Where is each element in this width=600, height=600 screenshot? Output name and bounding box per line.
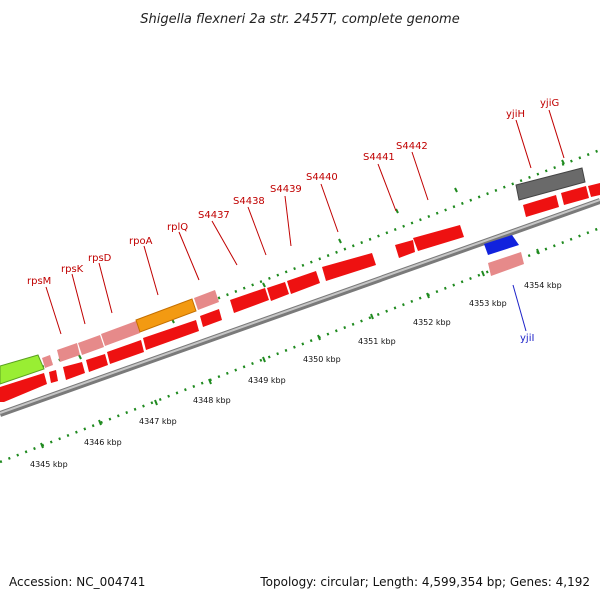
gene-label: S4441 bbox=[363, 152, 395, 163]
gene-block bbox=[0, 354, 45, 385]
gene-block bbox=[101, 321, 140, 346]
kbp-label: 4351 kbp bbox=[358, 337, 396, 346]
gene-block bbox=[49, 370, 58, 383]
gene-block bbox=[57, 343, 80, 362]
gene-block bbox=[194, 290, 219, 310]
gene-block bbox=[395, 240, 415, 258]
gene-block bbox=[86, 354, 108, 372]
gene-block bbox=[200, 309, 222, 327]
kbp-label: 4346 kbp bbox=[84, 438, 122, 447]
kbp-label: 4348 kbp bbox=[193, 396, 231, 405]
gene-block bbox=[523, 195, 559, 217]
gene-label: S4442 bbox=[396, 141, 428, 152]
gene-label: rpsM bbox=[27, 276, 51, 287]
gene-label: S4438 bbox=[233, 196, 265, 207]
gene-block bbox=[413, 225, 464, 251]
gene-label: rplQ bbox=[167, 222, 188, 233]
gene-block bbox=[287, 271, 320, 294]
lower-major-ticks bbox=[40, 248, 540, 449]
gene-block bbox=[322, 253, 376, 281]
kbp-label: 4345 kbp bbox=[30, 460, 68, 469]
gene-block bbox=[561, 186, 589, 205]
gene-block bbox=[78, 335, 104, 355]
kbp-label: 4353 kbp bbox=[469, 299, 507, 308]
gene-label: yjiI bbox=[520, 333, 534, 344]
gene-block bbox=[143, 320, 199, 350]
gene-label: rpsK bbox=[61, 264, 84, 275]
kbp-label: 4349 kbp bbox=[248, 376, 286, 385]
gene-label: S4440 bbox=[306, 172, 338, 183]
kbp-label: 4347 kbp bbox=[139, 417, 177, 426]
genome-summary-text: Topology: circular; Length: 4,599,354 bp… bbox=[259, 575, 590, 589]
gene-label: rpsD bbox=[88, 253, 112, 264]
kbp-label: 4350 kbp bbox=[303, 355, 341, 364]
gene-label: yjiG bbox=[540, 98, 559, 109]
gene-label: rpoA bbox=[129, 236, 153, 247]
gene-block bbox=[488, 252, 524, 276]
gene-block bbox=[135, 298, 197, 333]
gene-label: S4439 bbox=[270, 184, 302, 195]
gene-block bbox=[63, 362, 85, 380]
map-title: Shigella flexneri 2a str. 2457T, complet… bbox=[140, 12, 459, 27]
forward-genes bbox=[0, 167, 586, 385]
accession-text: Accession: NC_004741 bbox=[9, 575, 145, 589]
genome-backbone bbox=[0, 198, 600, 417]
gene-block bbox=[42, 355, 53, 368]
gene-block bbox=[230, 288, 269, 313]
gene-block bbox=[588, 183, 600, 197]
gene-block bbox=[267, 282, 289, 301]
gene-block bbox=[484, 235, 519, 255]
label-leaders bbox=[45, 109, 565, 335]
kbp-label: 4354 kbp bbox=[524, 281, 562, 290]
kbp-label: 4352 kbp bbox=[413, 318, 451, 327]
kbp-labels: 4345 kbp 4346 kbp 4347 kbp 4348 kbp 4349… bbox=[30, 281, 562, 469]
gene-block bbox=[0, 373, 47, 402]
gene-block bbox=[515, 167, 586, 201]
upper-major-ticks bbox=[78, 159, 565, 360]
gene-label: S4437 bbox=[198, 210, 230, 221]
gene-block bbox=[107, 340, 144, 364]
gene-labels: rpsM rpsK rpsD rpoA rplQ S4437 S4438 S44… bbox=[27, 98, 559, 344]
gene-label: yjiH bbox=[506, 109, 525, 120]
reverse-genes bbox=[0, 183, 600, 402]
